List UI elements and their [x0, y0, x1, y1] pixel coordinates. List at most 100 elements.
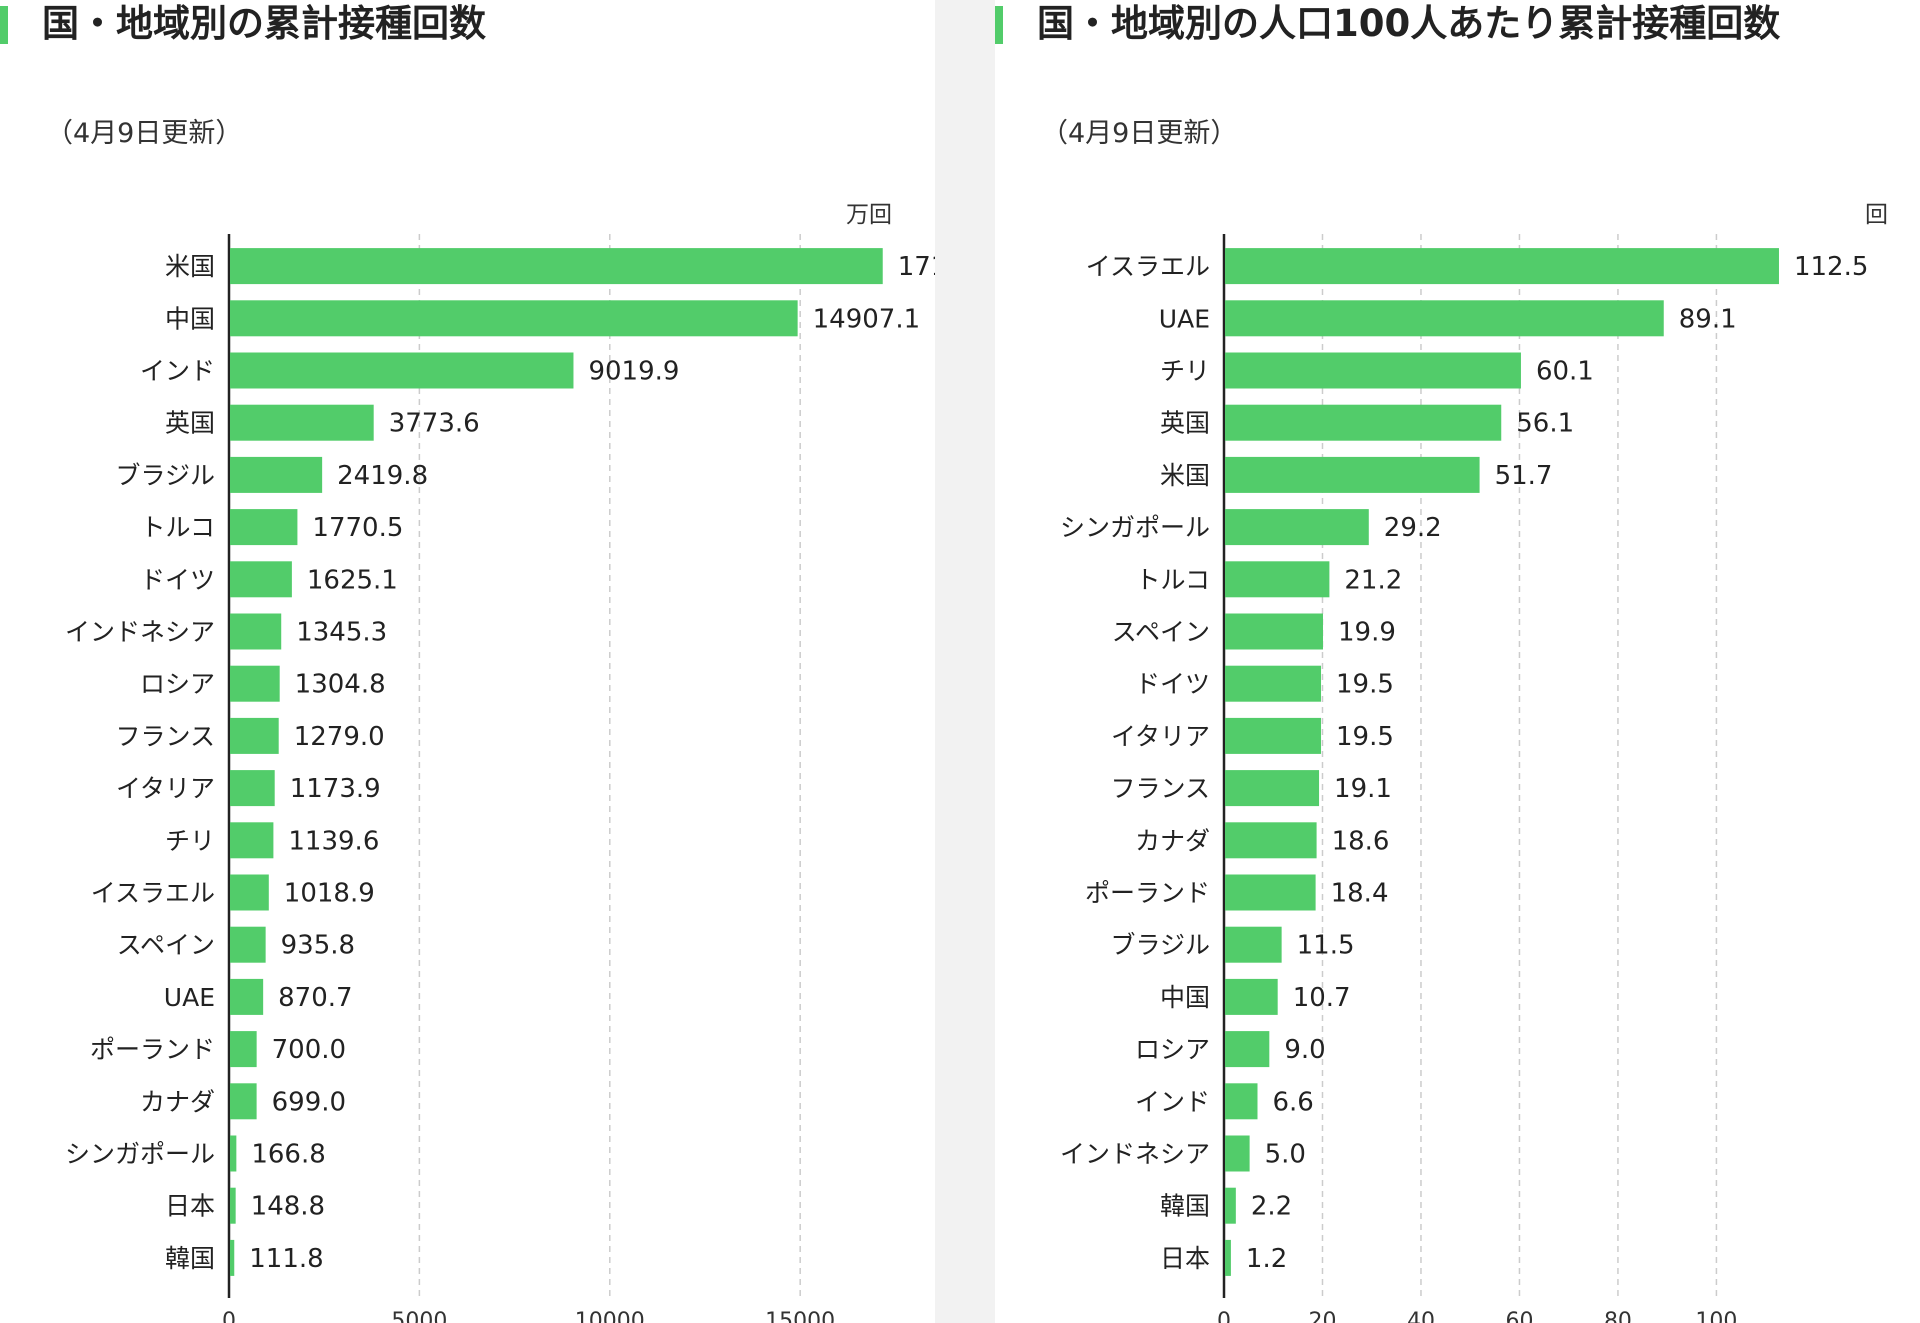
bar [1225, 978, 1278, 1015]
bar [1225, 1135, 1250, 1172]
x-tick-label: 15000 [765, 1309, 835, 1323]
bar [230, 665, 280, 702]
chart-subtitle: （4月9日更新） [46, 118, 243, 149]
data-label: 3773.6 [389, 409, 480, 439]
data-label: 1.2 [1246, 1244, 1287, 1274]
category-label: インド [140, 357, 215, 386]
bar [1225, 561, 1330, 598]
data-label: 700.0 [272, 1035, 346, 1065]
category-label: 日本 [165, 1192, 215, 1221]
data-label: 1139.6 [288, 826, 379, 856]
category-label: 英国 [165, 409, 215, 438]
category-label: 中国 [165, 304, 215, 333]
category-label: フランス [115, 722, 215, 751]
category-label: カナダ [140, 1087, 215, 1116]
data-label: 148.8 [251, 1192, 325, 1222]
data-label: 870.7 [278, 983, 352, 1013]
data-label: 166.8 [251, 1140, 325, 1170]
bar [230, 770, 275, 807]
category-label: ポーランド [1085, 879, 1210, 908]
data-label: 19.5 [1336, 722, 1394, 752]
category-label: フランス [1110, 774, 1210, 803]
bar [1225, 1031, 1270, 1068]
x-tick-label: 100 [1695, 1309, 1737, 1323]
x-tick-label: 5000 [391, 1309, 447, 1323]
bar [230, 978, 264, 1015]
data-label: 14907.1 [813, 304, 921, 334]
category-label: トルコ [1135, 565, 1210, 594]
bar [1225, 926, 1282, 963]
data-label: 10.7 [1293, 983, 1351, 1013]
bar [1225, 352, 1521, 389]
category-label: 米国 [1160, 461, 1210, 490]
chart-title: 国・地域別の累計接種回数 [42, 2, 486, 45]
category-label: シンガポール [65, 1140, 215, 1169]
bar [1225, 404, 1502, 441]
category-label: インドネシア [1060, 1140, 1210, 1169]
category-label: 中国 [1160, 983, 1210, 1012]
bar [230, 456, 323, 493]
chart-panel-total-doses: 国・地域別の累計接種回数 （4月9日更新） 0 5000 10000 15000 万回米… [0, 0, 935, 1323]
category-label: UAE [164, 983, 215, 1012]
data-label: 1173.9 [290, 774, 381, 804]
data-label: 56.1 [1516, 409, 1574, 439]
data-label: 112.5 [1794, 252, 1868, 282]
title-accent-bar [0, 6, 8, 44]
x-tick-label: 0 [1217, 1309, 1231, 1323]
bar [1225, 300, 1664, 337]
data-label: 9019.9 [588, 357, 679, 387]
data-label: 1279.0 [294, 722, 385, 752]
chart-subtitle: （4月9日更新） [1041, 118, 1238, 149]
bar [1225, 1187, 1236, 1224]
category-label: UAE [1159, 304, 1210, 333]
data-label: 2419.8 [337, 461, 428, 491]
data-label: 18.4 [1331, 879, 1389, 909]
data-label: 699.0 [272, 1087, 346, 1117]
category-label: チリ [165, 826, 215, 855]
x-tick-label: 10000 [575, 1309, 645, 1323]
bar [230, 1239, 235, 1276]
x-tick-label: 80 [1604, 1309, 1632, 1323]
bar [230, 874, 269, 911]
data-label: 6.6 [1273, 1087, 1314, 1117]
category-label: スペイン [1112, 618, 1210, 647]
bar [1225, 248, 1779, 285]
category-label: イスラエル [91, 879, 215, 908]
unit-label: 万回 [846, 202, 892, 228]
data-label: 19.1 [1334, 774, 1392, 804]
data-label: 2.2 [1251, 1192, 1292, 1222]
category-label: スペイン [117, 931, 215, 960]
data-label: 17141.5 [898, 252, 935, 282]
data-label: 1345.3 [296, 618, 387, 648]
data-label: 9.0 [1284, 1035, 1325, 1065]
unit-label: 回 [1865, 202, 1888, 228]
category-label: 韓国 [1160, 1192, 1210, 1221]
title-accent-bar [995, 6, 1003, 44]
chart-panel-doses-per-100: 国・地域別の人口100人あたり累計接種回数 （4月9日更新） 0 20 40 60 80… [995, 0, 1920, 1323]
data-label: 935.8 [281, 931, 355, 961]
category-label: 韓国 [165, 1244, 215, 1273]
data-label: 1625.1 [307, 565, 398, 595]
category-label: ドイツ [1135, 670, 1210, 699]
bar [230, 613, 282, 650]
category-label: インド [1135, 1087, 1210, 1116]
bar [230, 717, 279, 754]
category-label: ブラジル [115, 461, 215, 490]
data-label: 21.2 [1344, 565, 1402, 595]
bar [230, 561, 292, 598]
data-label: 19.5 [1336, 670, 1394, 700]
x-tick-label: 20 [1308, 1309, 1336, 1323]
bar [1225, 613, 1323, 650]
category-label: 米国 [165, 252, 215, 281]
bar [1225, 1083, 1258, 1120]
category-label: チリ [1160, 357, 1210, 386]
bar [1225, 665, 1322, 702]
data-label: 29.2 [1384, 513, 1442, 543]
data-label: 111.8 [249, 1244, 323, 1274]
bar [230, 1083, 257, 1120]
category-label: イタリア [116, 774, 215, 803]
data-label: 1304.8 [295, 670, 386, 700]
x-tick-label: 60 [1505, 1309, 1533, 1323]
